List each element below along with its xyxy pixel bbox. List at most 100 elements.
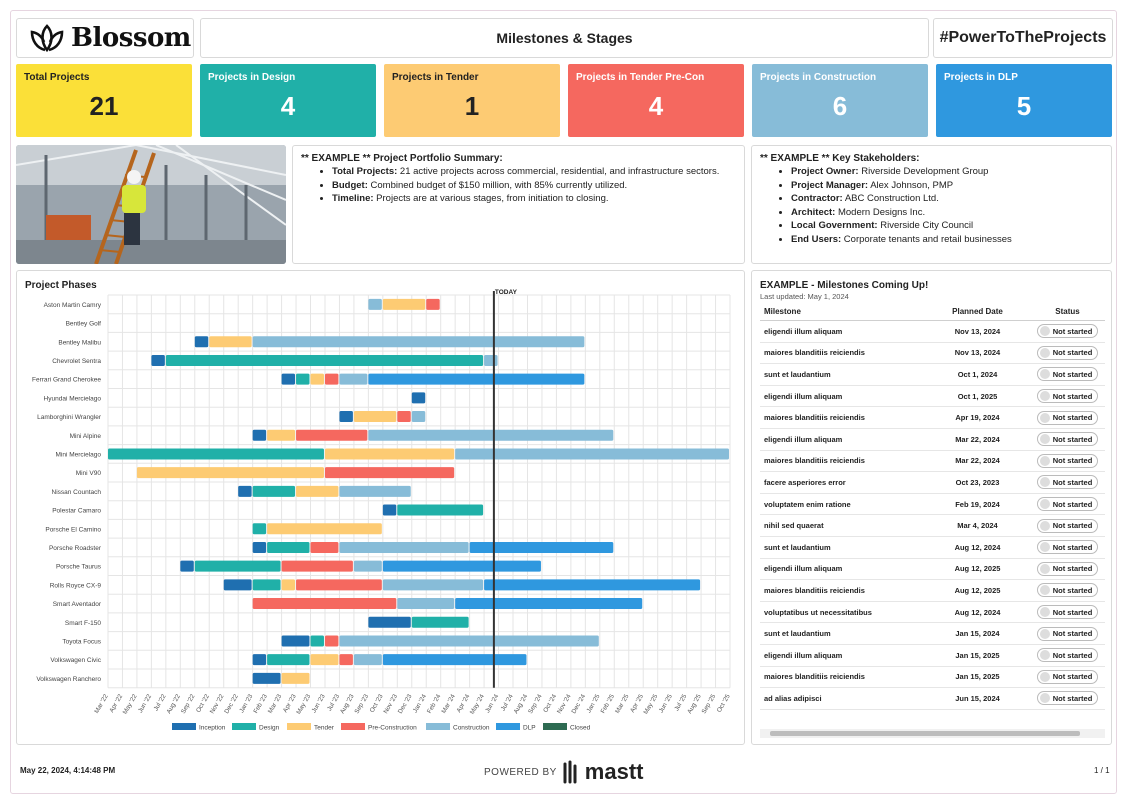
status-cell: Not started: [1030, 432, 1105, 447]
table-row[interactable]: nihil sed quaerat Mar 4, 2024 Not started: [760, 515, 1105, 537]
status-badge[interactable]: Not started: [1036, 561, 1099, 576]
horizontal-scrollbar[interactable]: [760, 729, 1105, 738]
table-row[interactable]: facere asperiores error Oct 23, 2023 Not s…: [760, 472, 1105, 494]
status-badge[interactable]: Not started: [1036, 691, 1099, 706]
status-badge[interactable]: Not started: [1036, 605, 1099, 620]
gantt-bar: [368, 298, 382, 310]
x-tick-label: Sep '22: [180, 693, 197, 715]
gantt-bar: [151, 354, 165, 366]
status-badge[interactable]: Not started: [1036, 324, 1099, 339]
table-row[interactable]: eligendi illum aliquam Jan 15, 2025 Not st…: [760, 645, 1105, 667]
gantt-bar: [324, 448, 455, 460]
status-text: Not started: [1052, 542, 1093, 552]
status-badge[interactable]: Not started: [1036, 626, 1099, 641]
gantt-bar: [281, 373, 296, 385]
gantt-bar: [353, 654, 382, 666]
stakeholders-item-key: End Users:: [791, 233, 842, 245]
stat-card[interactable]: Projects in Tender Pre-Con 4: [568, 64, 744, 137]
scrollbar-thumb[interactable]: [770, 731, 1080, 736]
gantt-bar: [252, 336, 585, 348]
table-row[interactable]: sunt et laudantium Oct 1, 2024 Not started: [760, 364, 1105, 386]
legend-label: Closed: [570, 725, 591, 732]
table-row[interactable]: ad alias adipisci Jun 15, 2024 Not started: [760, 688, 1105, 710]
status-badge[interactable]: Not started: [1036, 345, 1099, 360]
milestone-name: maiores blanditiis reiciendis: [764, 413, 865, 423]
status-icon: [1039, 455, 1050, 466]
x-tick-label: May '25: [642, 693, 659, 716]
stat-card[interactable]: Projects in Construction 6: [752, 64, 928, 137]
project-label: Volkswagen Civic: [50, 657, 101, 664]
table-row[interactable]: voluptatibus ut necessitatibus Aug 12, 20…: [760, 602, 1105, 624]
status-text: Not started: [1052, 672, 1093, 682]
col-planned-date[interactable]: Planned Date: [952, 307, 1003, 316]
status-icon: [1039, 434, 1050, 445]
status-badge[interactable]: Not started: [1036, 475, 1099, 490]
table-row[interactable]: eligendi illum aliquam Oct 1, 2025 Not sta…: [760, 386, 1105, 408]
table-row[interactable]: maiores blanditiis reiciendis Apr 19, 202…: [760, 407, 1105, 429]
status-badge[interactable]: Not started: [1036, 540, 1099, 555]
status-text: Not started: [1052, 585, 1093, 595]
gantt-bar: [310, 654, 339, 666]
status-text: Not started: [1052, 629, 1093, 639]
table-row[interactable]: sunt et laudantium Jan 15, 2024 Not starte…: [760, 623, 1105, 645]
legend-label: Tender: [314, 725, 335, 732]
table-row[interactable]: eligendi illum aliquam Mar 22, 2024 Not st…: [760, 429, 1105, 451]
status-badge[interactable]: Not started: [1036, 367, 1099, 382]
x-tick-label: Mar '22: [93, 693, 110, 715]
stakeholders-item-key: Contractor:: [791, 193, 843, 204]
status-cell: Not started: [1030, 605, 1105, 620]
status-badge[interactable]: Not started: [1036, 453, 1099, 468]
legend-label: Pre-Construction: [368, 725, 417, 732]
col-milestone[interactable]: Milestone: [764, 307, 801, 316]
milestone-name: eligendi illum aliquam: [764, 650, 843, 660]
status-badge[interactable]: Not started: [1036, 389, 1099, 404]
status-badge[interactable]: Not started: [1036, 432, 1099, 447]
stat-card[interactable]: Projects in Design 4: [200, 64, 376, 137]
milestone-name: eligendi illum aliquam: [764, 564, 843, 574]
gantt-bar: [194, 560, 281, 572]
table-row[interactable]: voluptatem enim ratione Feb 19, 2024 Not s…: [760, 494, 1105, 516]
site-photo: [16, 145, 286, 264]
stat-card[interactable]: Total Projects 21: [16, 64, 192, 137]
col-status[interactable]: Status: [1055, 307, 1080, 316]
status-badge[interactable]: Not started: [1036, 497, 1099, 512]
legend-swatch: [341, 723, 365, 730]
status-badge[interactable]: Not started: [1036, 648, 1099, 663]
status-cell: Not started: [1030, 453, 1105, 468]
status-badge[interactable]: Not started: [1036, 583, 1099, 598]
table-row[interactable]: maiores blanditiis reiciendis Nov 13, 202…: [760, 343, 1105, 365]
gantt-bar: [324, 467, 455, 479]
status-badge[interactable]: Not started: [1036, 410, 1099, 425]
status-cell: Not started: [1030, 367, 1105, 382]
gantt-bar: [455, 598, 643, 610]
project-phases-panel: Project Phases Aston Martin Camry Bentley…: [16, 270, 745, 745]
table-row[interactable]: eligendi illum aliquam Aug 12, 2025 Not st…: [760, 559, 1105, 581]
status-badge[interactable]: Not started: [1036, 518, 1099, 533]
milestone-name: eligendi illum aliquam: [764, 391, 843, 401]
stat-label: Projects in DLP: [944, 72, 1018, 83]
gantt-chart: Aston Martin Camry Bentley Golf Bentley Ma…: [32, 289, 732, 732]
status-text: Not started: [1052, 693, 1093, 703]
table-row[interactable]: eligendi illum aliquam Nov 13, 2024 Not st…: [760, 321, 1105, 343]
x-tick-label: Sep '24: [527, 693, 544, 715]
x-tick-label: Mar '24: [440, 693, 457, 715]
stat-card[interactable]: Projects in DLP 5: [936, 64, 1112, 137]
milestone-name: sunt et laudantium: [764, 542, 831, 552]
gantt-bar: [252, 485, 296, 497]
table-row[interactable]: maiores blanditiis reiciendis Jan 15, 202…: [760, 667, 1105, 689]
gantt-bar: [324, 373, 339, 385]
milestones-table: Milestone Planned Date Status eligendi i…: [760, 303, 1105, 710]
status-cell: Not started: [1030, 648, 1105, 663]
table-row[interactable]: sunt et laudantium Aug 12, 2024 Not starte…: [760, 537, 1105, 559]
legend-label: Construction: [453, 725, 490, 732]
stakeholders-item: Project Manager: Alex Johnson, PMP: [791, 180, 1103, 193]
stat-card[interactable]: Projects in Tender 1: [384, 64, 560, 137]
table-row[interactable]: maiores blanditiis reiciendis Aug 12, 202…: [760, 580, 1105, 602]
project-label: Ferrari Grand Cherokee: [32, 377, 101, 384]
planned-date: Feb 19, 2024: [955, 499, 1000, 509]
x-tick-label: Dec '22: [223, 693, 240, 715]
table-row[interactable]: maiores blanditiis reiciendis Mar 22, 202…: [760, 451, 1105, 473]
planned-date: Jan 15, 2025: [955, 650, 1000, 660]
gantt-bar: [267, 429, 296, 441]
status-badge[interactable]: Not started: [1036, 669, 1099, 684]
